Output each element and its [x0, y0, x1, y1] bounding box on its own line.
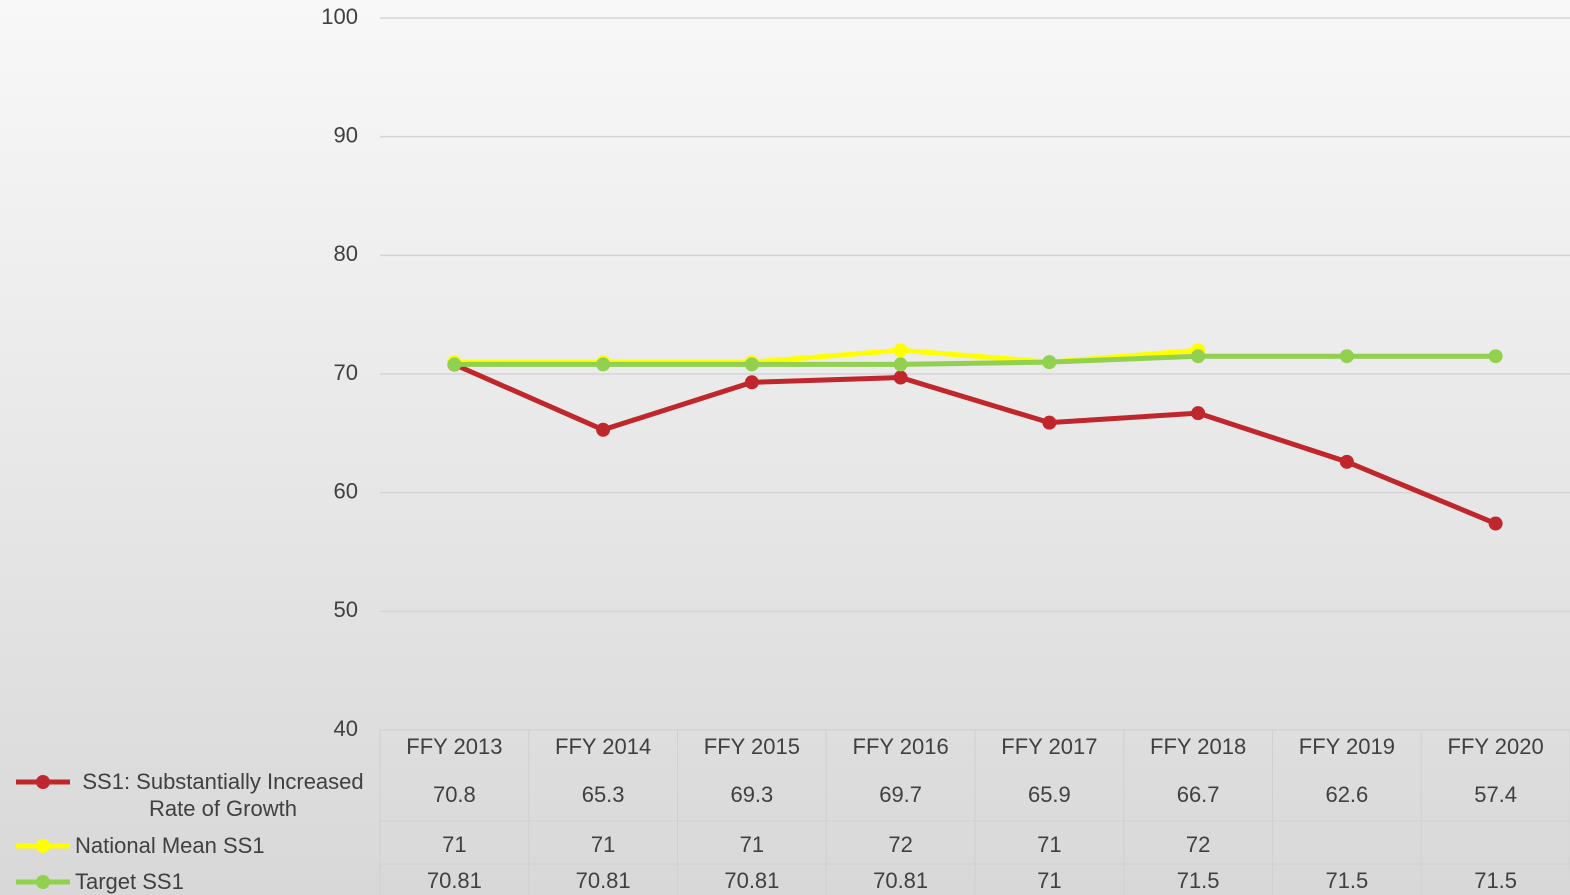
table-value: 65.9: [1028, 782, 1071, 807]
series-marker: [744, 375, 759, 390]
series-marker: [1488, 516, 1503, 531]
table-value: 65.3: [582, 782, 625, 807]
table-value: 71: [1037, 868, 1061, 893]
table-value: 70.81: [873, 868, 928, 893]
table-value: 69.7: [879, 782, 922, 807]
series-marker: [893, 370, 908, 385]
y-tick-label: 70: [334, 360, 358, 385]
table-value: 71: [591, 832, 615, 857]
table-value: 72: [888, 832, 912, 857]
legend-key-marker: [36, 775, 50, 789]
series-marker: [447, 357, 462, 372]
series-marker: [1191, 349, 1206, 364]
x-tick-label: FFY 2016: [853, 734, 949, 759]
table-value: 70.81: [427, 868, 482, 893]
legend-key-marker: [36, 839, 50, 853]
x-tick-label: FFY 2020: [1448, 734, 1544, 759]
series-marker: [1042, 355, 1057, 370]
series-marker: [1339, 454, 1354, 469]
table-value: 71.5: [1177, 868, 1220, 893]
table-value: 66.7: [1177, 782, 1220, 807]
table-value: 62.6: [1325, 782, 1368, 807]
y-tick-label: 80: [334, 241, 358, 266]
x-tick-label: FFY 2019: [1299, 734, 1395, 759]
table-value: 72: [1186, 832, 1210, 857]
y-tick-label: 90: [334, 122, 358, 147]
series-line: [454, 353, 1496, 367]
series-marker: [893, 343, 908, 358]
table-value: 70.81: [576, 868, 631, 893]
x-tick-label: FFY 2014: [555, 734, 651, 759]
y-tick-label: 40: [334, 716, 358, 741]
series-marker: [893, 357, 908, 372]
series-marker: [744, 357, 759, 372]
series-marker: [1042, 415, 1057, 430]
series-marker: [1488, 349, 1503, 364]
table-value: 71: [740, 832, 764, 857]
series-marker: [1191, 406, 1206, 421]
table-value: 70.8: [433, 782, 476, 807]
series-line: [453, 362, 1497, 526]
table-value: 71: [1037, 832, 1061, 857]
legend-label: Target SS1: [75, 869, 184, 894]
x-tick-label: FFY 2018: [1150, 734, 1246, 759]
y-tick-label: 100: [321, 4, 358, 29]
table-value: 69.3: [730, 782, 773, 807]
series-marker: [1339, 349, 1354, 364]
x-tick-label: FFY 2015: [704, 734, 800, 759]
legend-key-marker: [36, 875, 50, 889]
table-value: 71.5: [1474, 868, 1517, 893]
table-value: 71: [442, 832, 466, 857]
series-marker: [596, 422, 611, 437]
legend-label: SS1: Substantially Increased Rate of Gro…: [82, 769, 364, 821]
legend-label: National Mean SS1: [75, 833, 265, 858]
table-value: 71.5: [1325, 868, 1368, 893]
x-tick-label: FFY 2017: [1001, 734, 1097, 759]
table-value: 57.4: [1474, 782, 1517, 807]
series-marker: [596, 357, 611, 372]
y-tick-label: 60: [334, 478, 358, 503]
y-tick-label: 50: [334, 597, 358, 622]
table-value: 70.81: [724, 868, 779, 893]
x-tick-label: FFY 2013: [406, 734, 502, 759]
